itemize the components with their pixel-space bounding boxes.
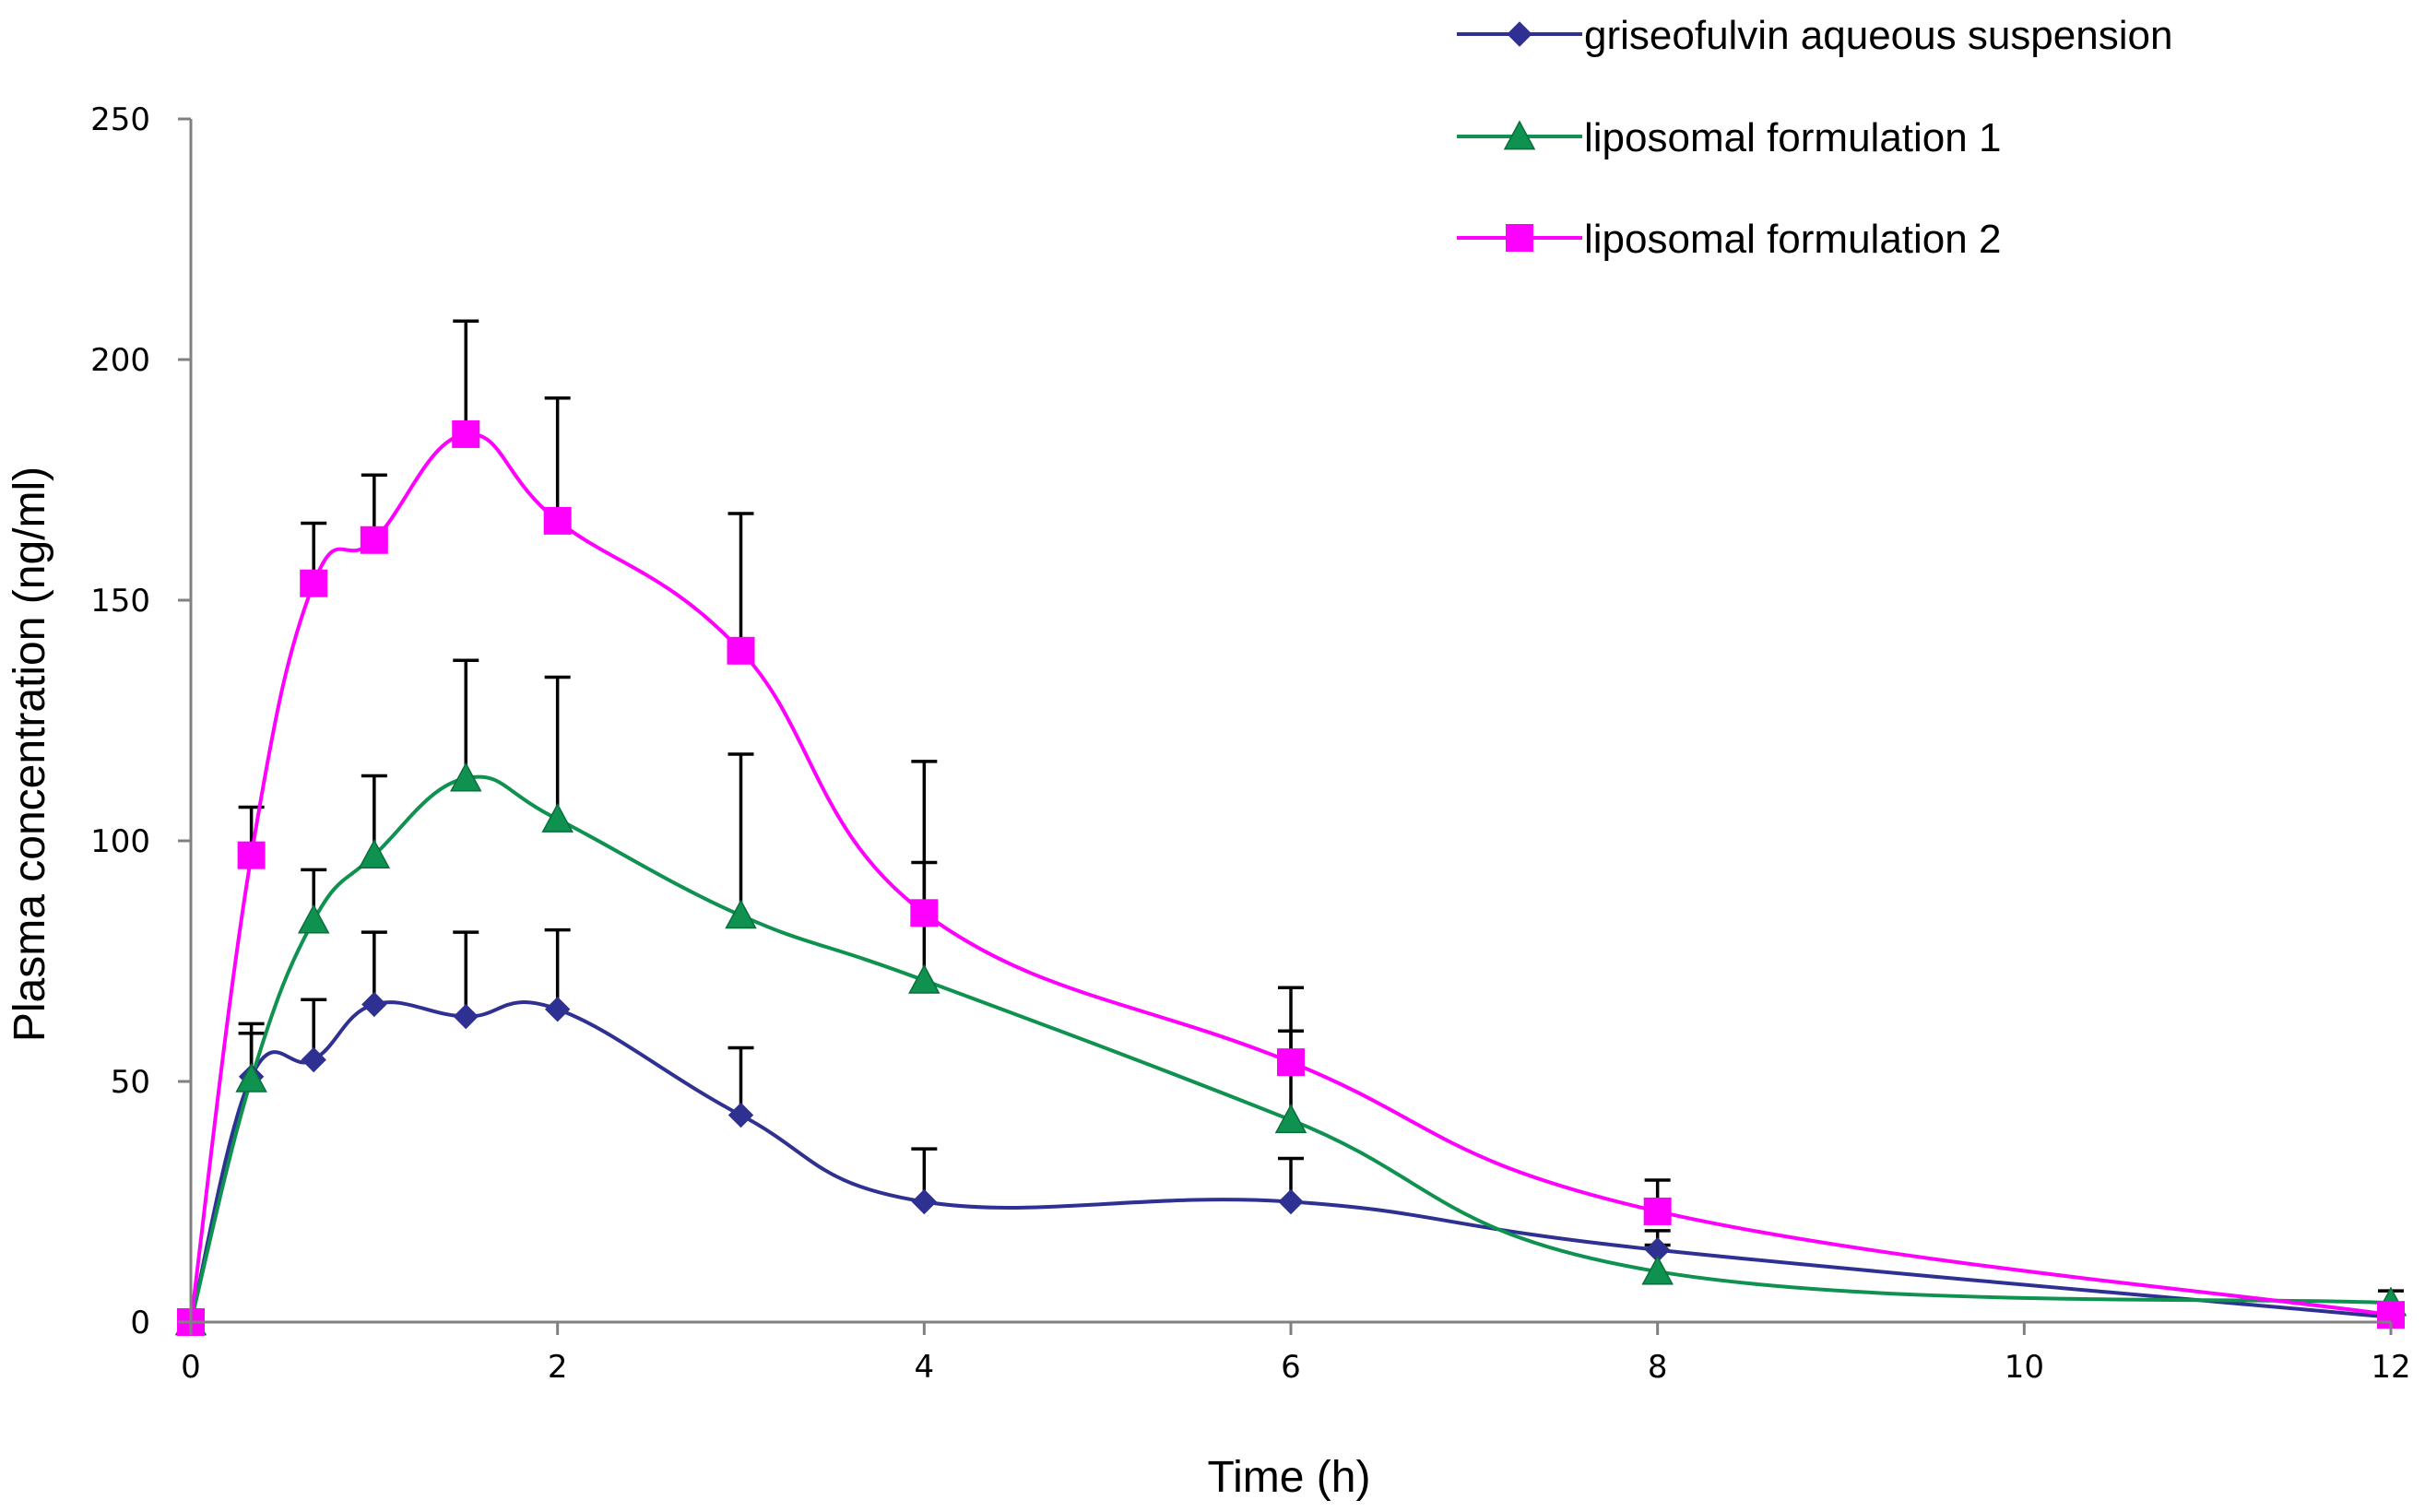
x-axis-title: Time (h) (1208, 1453, 1371, 1502)
y-axis-title: Plasma concentration (ng/ml) (6, 467, 54, 1042)
data-point (727, 636, 755, 665)
data-point (453, 1003, 479, 1030)
x-tick-label: 6 (1281, 1349, 1301, 1386)
data-point (235, 1062, 267, 1093)
series-line (189, 431, 2392, 1323)
legend-marker-shape (1507, 21, 1532, 47)
x-tick-label: 10 (2005, 1349, 2044, 1386)
y-tick-label: 150 (90, 583, 150, 620)
legend-marker (1507, 21, 1532, 47)
error-bars (238, 319, 2404, 1304)
x-tick-label: 2 (548, 1349, 568, 1386)
data-point (297, 904, 330, 934)
data-point (728, 1102, 754, 1128)
series-markers (174, 419, 2407, 1336)
legend-item-0: griseofulvin aqueous suspension (1457, 13, 2172, 58)
legend-marker (1506, 224, 1533, 252)
data-point (908, 963, 940, 994)
data-point (358, 839, 391, 869)
data-point (544, 996, 571, 1022)
data-point (449, 762, 482, 792)
x-tick-label: 8 (1648, 1349, 1668, 1386)
y-tick-label: 250 (90, 101, 150, 138)
data-point (300, 569, 328, 597)
data-point (301, 1046, 326, 1073)
legend-marker (1503, 120, 1536, 150)
data-point (1278, 1188, 1304, 1215)
legend-marker-shape (1503, 120, 1536, 150)
data-point (910, 899, 939, 927)
x-tick-label: 4 (915, 1349, 935, 1386)
data-point (911, 1188, 938, 1215)
legend-label: griseofulvin aqueous suspension (1584, 13, 2172, 58)
data-point (1277, 1048, 1305, 1077)
tick-labels: 0 50 100 150 200 250 0 2 4 6 8 10 12 (90, 101, 2411, 1386)
y-tick-label: 200 (90, 342, 150, 379)
y-tick-label: 0 (130, 1305, 150, 1341)
data-point (361, 991, 387, 1018)
legend-item-2: liposomal formulation 2 (1457, 217, 2001, 262)
legend: griseofulvin aqueous suspension liposoma… (1457, 13, 2172, 262)
data-point (1274, 1104, 1307, 1134)
legend-label: liposomal formulation 1 (1584, 115, 2001, 160)
x-tick-label: 12 (2371, 1349, 2410, 1386)
legend-item-1: liposomal formulation 1 (1457, 115, 2001, 160)
y-tick-label: 100 (90, 823, 150, 860)
data-point (1643, 1197, 1672, 1225)
x-tick-label: 0 (181, 1349, 201, 1386)
legend-label: liposomal formulation 2 (1584, 217, 2001, 262)
data-point (1641, 1255, 1674, 1285)
y-tick-label: 50 (111, 1064, 150, 1101)
data-point (237, 841, 266, 869)
legend-marker-shape (1506, 224, 1533, 252)
data-point (543, 506, 572, 535)
data-point (452, 419, 480, 448)
axes (178, 117, 2393, 1335)
data-point (360, 526, 388, 554)
data-point (541, 802, 574, 833)
data-point (725, 899, 757, 929)
